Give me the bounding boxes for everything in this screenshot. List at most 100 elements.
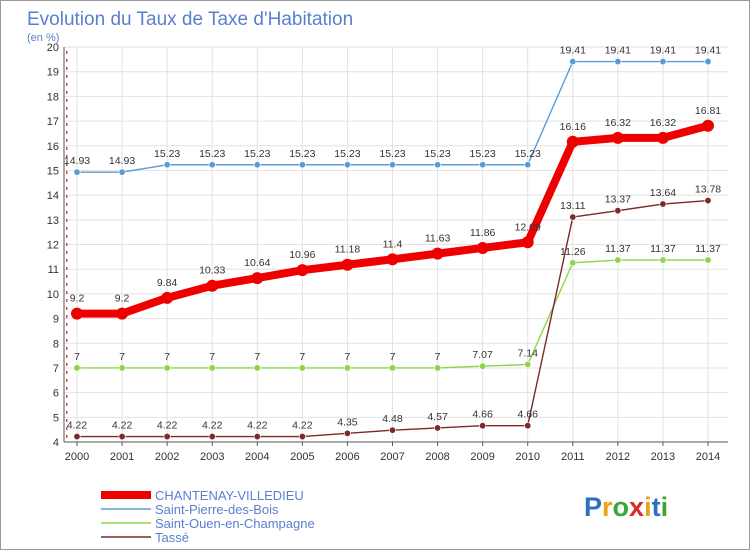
data-label: 13.64 <box>650 187 676 199</box>
y-tick-label: 11 <box>48 264 59 276</box>
x-tick-label: 2010 <box>515 451 539 463</box>
data-label: 7.14 <box>517 347 538 359</box>
data-point <box>161 291 174 304</box>
data-point <box>704 58 712 66</box>
data-point <box>341 258 354 271</box>
data-point <box>434 424 442 432</box>
data-label: 10.33 <box>199 265 225 277</box>
data-label: 10.64 <box>244 257 270 269</box>
data-point <box>611 131 624 144</box>
data-label: 4.48 <box>382 413 403 425</box>
data-point <box>73 433 81 441</box>
data-label: 11.37 <box>605 243 631 255</box>
axis-dot-mark <box>66 139 68 142</box>
data-label: 4.22 <box>292 420 313 432</box>
axis-dot-mark <box>66 163 68 166</box>
y-tick-label: 6 <box>53 388 59 400</box>
data-label: 7.07 <box>472 349 493 361</box>
data-point <box>569 213 577 221</box>
axis-dot-mark <box>66 219 68 222</box>
data-label: 7 <box>254 351 260 363</box>
x-tick-label: 2006 <box>335 451 359 463</box>
series-tasse: 4.22 4.22 4.22 4.22 4.22 4.22 4.35 4.48 4.57 4.66… <box>67 184 721 441</box>
data-label: 14.93 <box>64 155 90 167</box>
legend: CHANTENAY-VILLEDIEUSaint-Pierre-des-Bois… <box>101 488 315 545</box>
logo-letter: P <box>584 492 602 522</box>
axis-dot-mark <box>66 419 68 422</box>
data-label: 19.41 <box>695 45 721 57</box>
logo-letter: x <box>629 492 644 522</box>
axis-dot-mark <box>66 75 68 78</box>
data-label: 15.23 <box>289 148 315 160</box>
y-tick-label: 13 <box>47 215 59 227</box>
axis-dot-mark <box>66 395 68 398</box>
axis-dot-mark <box>66 435 68 438</box>
x-tick-label: 2004 <box>245 451 269 463</box>
data-label: 13.11 <box>560 200 586 212</box>
data-label: 10.96 <box>289 249 315 261</box>
data-label: 15.23 <box>515 148 541 160</box>
data-point <box>73 168 81 176</box>
data-label: 13.37 <box>605 194 631 206</box>
y-tick-label: 20 <box>47 42 59 54</box>
x-tick-label: 2002 <box>155 451 179 463</box>
axis-dot-mark <box>66 147 68 150</box>
data-label: 7 <box>119 351 125 363</box>
data-point <box>569 58 577 66</box>
y-tick-label: 17 <box>47 116 59 128</box>
axis-dot-mark <box>66 379 68 382</box>
data-label: 15.23 <box>424 148 450 160</box>
y-tick-label: 18 <box>47 91 59 103</box>
x-tick-label: 2009 <box>470 451 494 463</box>
data-label: 4.22 <box>247 420 268 432</box>
data-point <box>476 241 489 254</box>
y-tick-label: 16 <box>47 141 59 153</box>
axis-dot-mark <box>66 283 68 286</box>
series-saint-pierre-des-bois: 14.93 14.93 15.23 15.23 15.23 15.23 15.23 15.23… <box>64 45 721 176</box>
data-label: 13.78 <box>695 184 721 196</box>
axis-dot-mark <box>66 347 68 350</box>
data-point <box>208 433 216 441</box>
data-point <box>253 433 261 441</box>
data-point <box>388 426 396 434</box>
data-point <box>343 364 351 372</box>
data-point <box>163 161 171 169</box>
data-point <box>704 256 712 264</box>
proxiti-logo: Proxiti <box>584 492 668 522</box>
data-point <box>206 279 219 292</box>
data-point <box>118 433 126 441</box>
series-chantenay-villedieu: 9.2 9.2 9.84 10.33 10.64 10.96 11.18 11.4 11.63 1… <box>70 105 721 320</box>
axis-dot-mark <box>66 275 68 278</box>
y-tick-label: 14 <box>47 190 59 202</box>
logo-letter: r <box>602 492 613 522</box>
data-label: 19.41 <box>560 45 586 57</box>
x-tick-label: 2008 <box>425 451 449 463</box>
data-point <box>479 161 487 169</box>
y-tick-label: 9 <box>53 314 59 326</box>
plot-area: 4 5 6 7 8 9 10 11 12 13 14 15 16 17 18 19 20 2000 2001 2002… <box>47 42 728 463</box>
axis-dot-mark <box>66 259 68 262</box>
data-point <box>71 307 83 320</box>
x-tick-label: 2003 <box>200 451 224 463</box>
y-tick-label: 7 <box>53 363 59 375</box>
data-label: 19.41 <box>605 45 631 57</box>
data-point <box>704 197 712 205</box>
data-label: 7 <box>390 351 396 363</box>
data-label: 16.32 <box>605 117 631 129</box>
series-saint-ouen-en-champagne: 7 7 7 7 7 7 7 7 7 7.07 7.14 11.26 11.37 11.37 11.37 <box>73 243 721 372</box>
y-tick-label: 15 <box>47 165 59 177</box>
axis-dot-mark <box>66 115 68 118</box>
axis-dot-mark <box>66 243 68 246</box>
x-tick-label: 2000 <box>65 451 89 463</box>
data-label: 9.2 <box>115 293 130 305</box>
data-point <box>569 259 577 267</box>
data-label: 11.4 <box>383 238 403 250</box>
data-point <box>253 161 261 169</box>
axis-dot-mark <box>66 51 68 54</box>
data-point <box>343 429 351 437</box>
axis-dot-mark <box>66 123 68 126</box>
data-label: 11.18 <box>335 244 361 256</box>
logo-text: Proxiti <box>584 492 668 522</box>
axis-dot-mark <box>66 355 68 358</box>
axis-dot-mark <box>66 107 68 110</box>
